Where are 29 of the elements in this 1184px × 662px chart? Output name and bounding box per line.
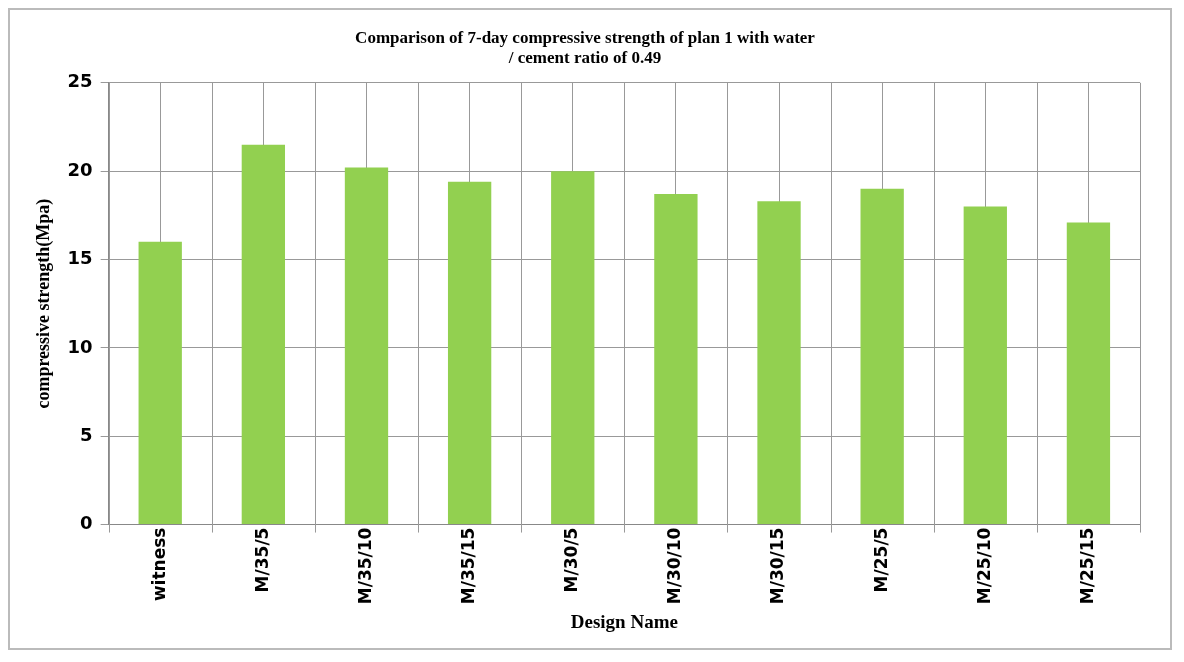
bar <box>344 167 389 525</box>
x-tick-label: M/35/15 <box>458 527 479 605</box>
x-axis-title: Design Name <box>570 610 678 632</box>
y-tick-label: 5 <box>80 423 93 445</box>
y-axis-title: compressive strength(Mpa) <box>33 198 55 409</box>
bar <box>963 206 1007 525</box>
x-tick-label: M/35/5 <box>251 527 272 593</box>
x-tick-label: M/30/10 <box>664 527 685 605</box>
bar <box>860 188 904 525</box>
y-tick-label: 25 <box>67 70 93 92</box>
bar <box>757 201 801 525</box>
bar <box>447 181 492 525</box>
bar <box>241 144 286 525</box>
x-tick-label: witness <box>148 527 169 602</box>
x-tick-label: M/30/5 <box>561 527 582 593</box>
bar <box>551 171 595 525</box>
y-tick-label: 20 <box>67 158 93 180</box>
bar <box>138 241 182 525</box>
bar <box>654 194 698 525</box>
x-tick-label: M/25/5 <box>870 527 891 593</box>
bar <box>1066 222 1111 525</box>
x-tick-label: M/25/10 <box>973 527 994 605</box>
x-tick-label: M/30/15 <box>767 527 788 605</box>
x-tick-label: M/25/15 <box>1076 527 1097 605</box>
y-tick-label: 0 <box>80 512 93 534</box>
y-tick-label: 10 <box>67 335 93 357</box>
x-tick-label: M/35/10 <box>354 527 375 605</box>
y-tick-label: 15 <box>67 247 93 269</box>
chart-title: Comparison of 7-day compressive strength of plan 1 with water / cement ratio of 0.49 <box>355 27 816 67</box>
